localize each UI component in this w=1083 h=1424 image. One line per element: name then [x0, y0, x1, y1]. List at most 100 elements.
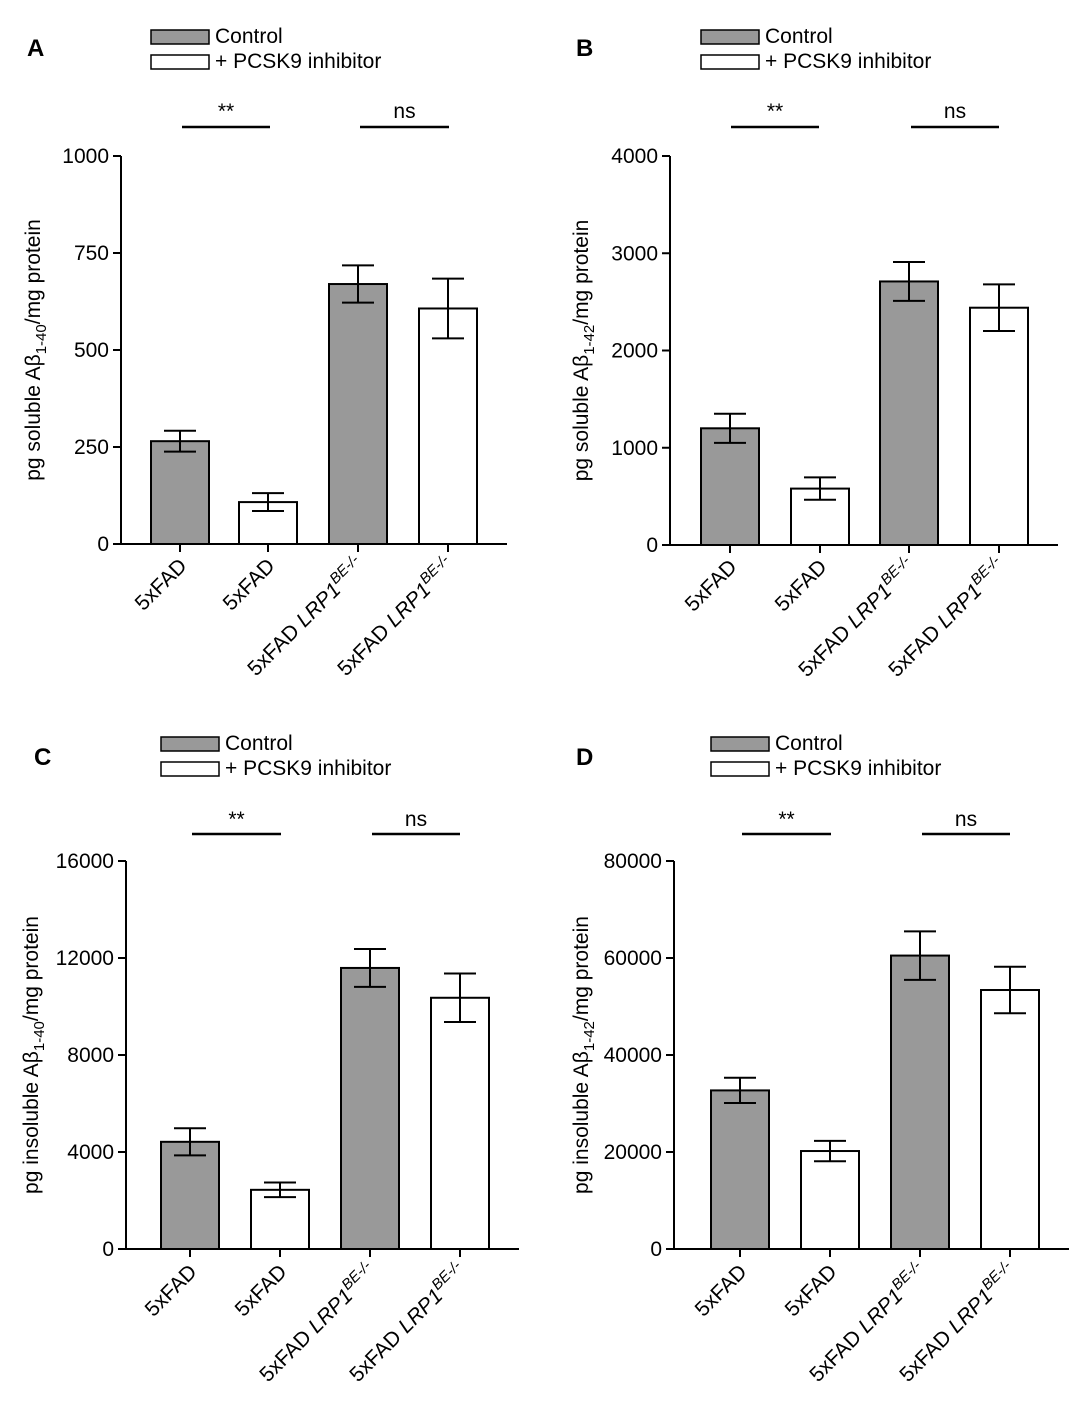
x-tick-label-base: 5xFAD [231, 1260, 292, 1321]
bar-inhibitor [800, 1150, 860, 1250]
bar-inhibitor [430, 996, 490, 1250]
legend-label-inhibitor: + PCSK9 inhibitor [225, 757, 391, 780]
x-tick-label-base: 5xFAD [781, 1260, 842, 1321]
error-bar [264, 1181, 296, 1199]
y-tick-label: 60000 [604, 947, 662, 970]
legend-swatch-control [700, 29, 760, 45]
y-tick-label: 3000 [611, 242, 658, 265]
y-tick-label: 16000 [56, 850, 114, 873]
x-tick-label-base: 5xFAD [805, 1322, 870, 1387]
y-tick-label: 500 [74, 339, 109, 362]
x-tick-label-base: 5xFAD [333, 616, 398, 681]
legend-swatch-inhibitor [160, 761, 220, 777]
legend-label-inhibitor: + PCSK9 inhibitor [215, 50, 381, 73]
y-axis-label: pg insoluble Aβ1-40/mg protein [20, 916, 48, 1194]
error-bar [983, 283, 1015, 333]
x-tick-label: 5xFAD [219, 554, 280, 615]
error-bar [893, 261, 925, 302]
error-bar [252, 492, 284, 513]
y-axis-label-unit: /mg protein [570, 220, 593, 325]
bar-control [879, 280, 939, 546]
y-axis-label-subscript: 1-42 [581, 1021, 598, 1051]
panel-label: B [576, 35, 593, 62]
y-tick-label: 40000 [604, 1044, 662, 1067]
x-tick-label-superscript: BE-/- [338, 1257, 374, 1293]
y-tick-label: 4000 [67, 1141, 114, 1164]
y-axis-label-unit: /mg protein [22, 219, 45, 324]
y-tick-label: 2000 [611, 340, 658, 363]
y-tick-label: 0 [650, 1238, 662, 1261]
panel-label: D [576, 744, 593, 771]
error-bar [354, 948, 386, 988]
y-axis-label-subscript: 1-40 [33, 324, 50, 354]
significance-label: ** [767, 100, 783, 123]
legend-label-control: Control [215, 25, 283, 48]
bar-control [160, 1140, 220, 1250]
x-tick-label-base: 5xFAD [141, 1260, 202, 1321]
x-tick-label-superscript: BE-/- [428, 1257, 464, 1293]
legend-label-inhibitor: + PCSK9 inhibitor [765, 50, 931, 73]
x-tick-label-base: 5xFAD [771, 555, 832, 616]
significance-label: ** [218, 100, 234, 123]
legend-label-control: Control [765, 25, 833, 48]
error-bar [342, 264, 374, 304]
x-tick-label-base: 5xFAD [131, 554, 192, 615]
error-bar [994, 965, 1026, 1015]
x-tick-label: 5xFAD [771, 555, 832, 616]
y-axis-label: pg soluble Aβ1-42/mg protein [570, 220, 598, 482]
error-bar [814, 1139, 846, 1163]
x-tick-label-superscript: BE-/- [888, 1257, 924, 1293]
chart-a: A Control+ PCSK9 inhibitor ** ns 0 250 500 750 1… [22, 25, 507, 681]
bar-inhibitor [969, 306, 1029, 546]
chart-d: D Control+ PCSK9 inhibitor ** ns 0 20000 40000… [570, 732, 1069, 1387]
error-bar [432, 277, 464, 340]
x-tick-label-superscript: BE-/- [877, 552, 913, 588]
bar-control [700, 427, 760, 546]
legend-swatch-inhibitor [710, 761, 770, 777]
significance-label: ns [405, 808, 427, 831]
bar-inhibitor [980, 989, 1040, 1250]
panel-b: B Control + PCSK9 inhibitor ** ns 0 1000 2000 30… [550, 0, 1083, 710]
x-tick-label-superscript: BE-/- [326, 551, 362, 587]
x-tick-label: 5xFAD [131, 554, 192, 615]
legend-swatch-inhibitor [700, 54, 760, 70]
error-bar [714, 412, 746, 444]
x-tick-label-base: 5xFAD [681, 555, 742, 616]
x-tick-label-base: 5xFAD [219, 554, 280, 615]
y-tick-label: 250 [74, 436, 109, 459]
x-tick-label: 5xFAD [691, 1260, 752, 1321]
significance-label: ns [393, 100, 415, 123]
legend: Control+ PCSK9 inhibitor [150, 25, 381, 73]
bar-control [328, 283, 388, 545]
significance-label: ns [944, 100, 966, 123]
x-tick-label-superscript: BE-/- [978, 1257, 1014, 1293]
x-tick-label-base: 5xFAD [255, 1322, 320, 1387]
y-tick-label: 1000 [611, 437, 658, 460]
x-tick-label: 5xFAD [231, 1260, 292, 1321]
y-tick-label: 750 [74, 242, 109, 265]
y-tick-label: 0 [97, 533, 109, 556]
y-tick-label: 1000 [62, 145, 109, 168]
y-axis-label-subscript: 1-42 [581, 325, 598, 355]
y-tick-label: 0 [102, 1238, 114, 1261]
bar-inhibitor [418, 307, 478, 546]
legend-swatch-control [160, 736, 220, 752]
legend-swatch-control [150, 29, 210, 45]
bar-control [340, 966, 400, 1250]
legend: Control+ PCSK9 inhibitor [710, 732, 941, 780]
panel-label: A [27, 35, 44, 62]
panel-d: D Control + PCSK9 inhibitor ** ns 0 20000 40000… [550, 705, 1083, 1415]
legend-label-control: Control [225, 732, 293, 755]
significance-label: ** [228, 808, 244, 831]
x-tick-label-base: 5xFAD [794, 617, 859, 682]
bar-control [890, 954, 950, 1250]
x-tick-label: 5xFAD [681, 555, 742, 616]
y-axis-label-subscript: 1-40 [31, 1021, 48, 1051]
y-axis-label-main: pg insoluble Aβ [570, 1051, 593, 1194]
x-tick-label-base: 5xFAD [895, 1322, 960, 1387]
y-tick-label: 12000 [56, 947, 114, 970]
y-axis-label: pg insoluble Aβ1-42/mg protein [570, 916, 598, 1194]
chart-c: C Control+ PCSK9 inhibitor ** ns 0 4000 8000 12… [20, 732, 519, 1387]
y-axis-label-main: pg soluble Aβ [22, 354, 45, 481]
y-tick-label: 0 [646, 534, 658, 557]
